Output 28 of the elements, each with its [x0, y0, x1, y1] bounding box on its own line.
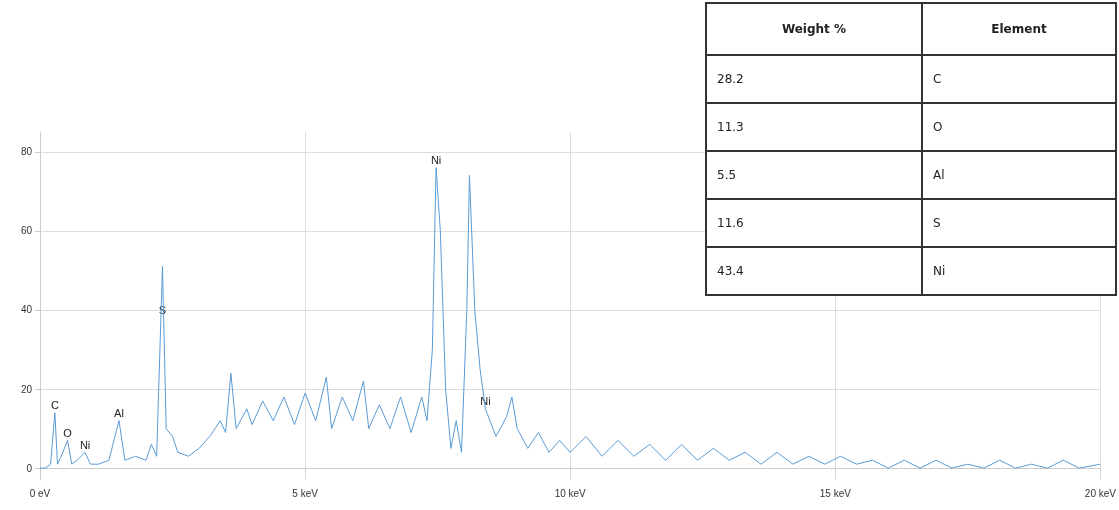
- category-label: Ni: [921, 247, 1116, 295]
- data-label: 11.6: [706, 199, 922, 247]
- y-tick-label: 20: [20, 383, 33, 395]
- x-tick-label: 20 keV: [1084, 487, 1117, 499]
- x-tick-label: 5 keV: [292, 487, 319, 499]
- annotation: Al: [114, 407, 124, 420]
- annotation: Ni: [79, 438, 91, 451]
- text: Weight %: [706, 3, 922, 55]
- data-label: 5.5: [706, 151, 922, 199]
- data-label: 43.4: [706, 247, 922, 295]
- category-label: S: [921, 199, 1116, 247]
- category-label: C: [921, 55, 1116, 103]
- text: Element: [921, 3, 1116, 55]
- annotation: O: [63, 426, 73, 439]
- y-tick-label: 0: [26, 462, 33, 474]
- y-tick-label: 40: [20, 304, 33, 316]
- y-tick-label: 80: [20, 146, 33, 158]
- data-label: 28.2: [706, 55, 922, 103]
- x-tick-label: 0 eV: [29, 487, 51, 499]
- annotation: Ni: [480, 395, 491, 408]
- x-tick-label: 10 keV: [554, 487, 587, 499]
- annotation: C: [50, 399, 59, 412]
- annotation: Ni: [430, 154, 442, 167]
- y-tick-label: 60: [20, 225, 33, 237]
- x-tick-label: 15 keV: [819, 487, 852, 499]
- data-label: 11.3: [706, 103, 922, 151]
- category-label: O: [921, 103, 1116, 151]
- category-label: Al: [921, 151, 1116, 199]
